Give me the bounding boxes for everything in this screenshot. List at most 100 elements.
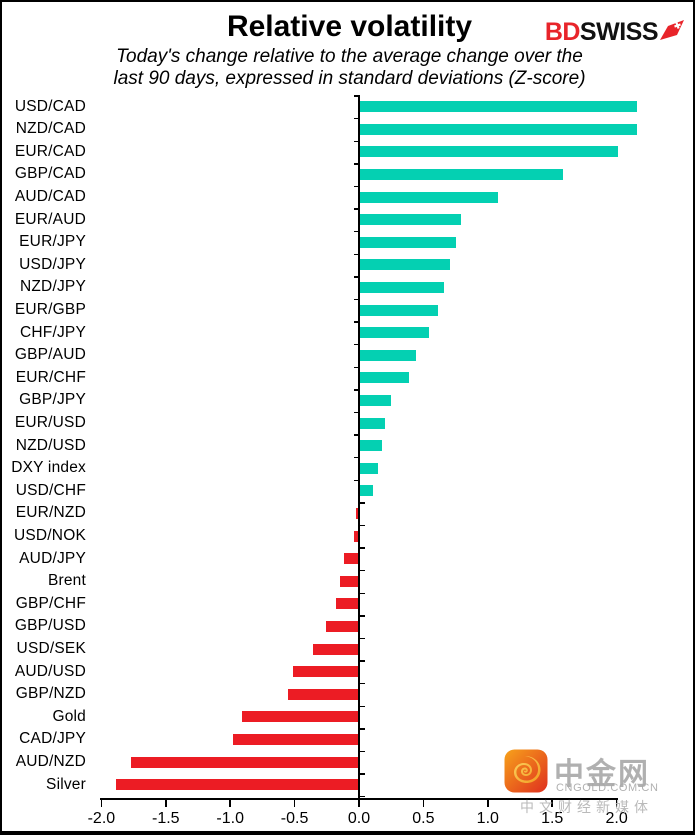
category-label: GBP/JPY	[19, 391, 86, 409]
x-tick-label: -2.0	[87, 809, 116, 827]
category-axis-tick	[353, 208, 358, 210]
category-label: USD/CAD	[14, 97, 86, 115]
bar	[241, 711, 359, 723]
bar	[232, 733, 359, 745]
category-axis-tick	[360, 682, 365, 685]
x-tick-label: 1.5	[541, 809, 564, 827]
category-axis-tick	[353, 389, 358, 391]
category-label: GBP/USD	[14, 617, 86, 635]
bar	[293, 666, 359, 678]
bar	[359, 281, 444, 293]
category-axis-tick	[353, 298, 358, 301]
x-axis-tick	[293, 799, 296, 807]
subtitle-line-2: last 90 days, expressed in standard devi…	[113, 68, 586, 89]
bar	[359, 259, 451, 271]
bar	[356, 507, 359, 519]
x-tick-label: -0.5	[280, 809, 309, 827]
category-label: EUR/CHF	[15, 368, 86, 386]
category-label: DXY index	[11, 459, 86, 477]
category-axis-tick	[353, 276, 358, 278]
category-axis-tick	[360, 795, 365, 798]
x-axis-tick	[551, 799, 553, 807]
bar	[359, 440, 383, 452]
bar	[359, 191, 499, 203]
bar	[359, 214, 461, 226]
x-tick-label: -1.5	[152, 809, 180, 827]
x-axis-tick	[615, 799, 618, 807]
bar	[131, 756, 359, 768]
category-axis-tick	[353, 140, 358, 142]
category-axis-tick	[353, 253, 358, 255]
bar	[359, 349, 416, 361]
category-label: EUR/USD	[14, 413, 86, 431]
bar	[335, 598, 359, 610]
category-label: Silver	[46, 775, 86, 793]
bar	[339, 575, 359, 587]
category-label: NZD/JPY	[20, 278, 86, 296]
bar	[359, 123, 638, 135]
category-label: AUD/NZD	[15, 752, 86, 770]
category-axis-tick	[353, 343, 358, 346]
category-label: NZD/CAD	[15, 120, 86, 138]
category-axis-tick	[353, 434, 358, 436]
category-label: USD/SEK	[16, 639, 86, 657]
category-label: NZD/USD	[15, 436, 86, 454]
category-label: Gold	[52, 707, 86, 725]
category-axis-tick	[360, 502, 365, 504]
bar	[359, 394, 392, 406]
bdswiss-logo: BD SWISS	[545, 18, 685, 47]
category-axis-tick	[360, 615, 365, 617]
bar	[359, 372, 410, 384]
watermark-site-name: 中金网	[554, 758, 650, 791]
bar	[288, 688, 359, 700]
x-axis-tick	[487, 799, 489, 807]
category-label: EUR/CAD	[14, 142, 86, 160]
x-axis-tick	[100, 799, 103, 807]
bar	[359, 417, 385, 429]
chart-subtitle: Today's change relative to the average c…	[2, 46, 693, 90]
x-tick-label: 0.5	[412, 809, 435, 827]
category-label: CAD/JPY	[19, 730, 86, 748]
logo-text-bd: BD	[544, 18, 581, 46]
category-label: AUD/USD	[14, 662, 86, 680]
x-axis-tick	[358, 799, 360, 807]
category-axis-tick	[353, 411, 358, 414]
bar	[359, 327, 429, 339]
category-axis-tick	[360, 728, 365, 730]
x-axis-tick	[229, 799, 231, 807]
category-label: GBP/CHF	[15, 594, 86, 612]
bar	[325, 620, 359, 632]
category-label: EUR/AUD	[14, 210, 86, 228]
category-axis-tick	[360, 592, 365, 594]
bar	[115, 779, 359, 791]
category-label: USD/CHF	[15, 481, 86, 499]
category-axis-tick	[353, 479, 358, 481]
category-axis-tick	[353, 456, 358, 459]
category-axis-tick	[353, 185, 358, 188]
category-axis-tick	[360, 705, 365, 707]
category-axis-tick	[353, 95, 358, 97]
category-label: USD/NOK	[13, 526, 86, 544]
category-axis-tick	[360, 569, 365, 572]
category-axis-tick	[353, 163, 358, 165]
bar	[359, 462, 379, 474]
category-axis-tick	[353, 230, 358, 233]
x-axis-line	[100, 797, 618, 800]
category-axis-tick	[353, 117, 358, 120]
subtitle-line-1: Today's change relative to the average c…	[116, 46, 583, 67]
watermark-domain: CNGOLD.COM.CN	[556, 782, 659, 794]
cngold-swirl-badge-icon	[504, 749, 548, 793]
bar	[359, 101, 638, 113]
bar	[359, 168, 563, 180]
category-label: AUD/CAD	[14, 187, 86, 205]
category-label: GBP/CAD	[14, 165, 86, 183]
x-tick-label: 1.0	[476, 809, 499, 827]
category-axis-tick	[360, 660, 365, 662]
category-label: AUD/JPY	[19, 549, 86, 567]
bar	[359, 146, 618, 158]
category-axis-tick	[353, 321, 358, 323]
category-label: Brent	[47, 572, 86, 590]
cngold-watermark: 中金网 CNGOLD.COM.CN 中文财经新媒体	[498, 749, 688, 819]
category-label: EUR/GBP	[14, 300, 86, 318]
